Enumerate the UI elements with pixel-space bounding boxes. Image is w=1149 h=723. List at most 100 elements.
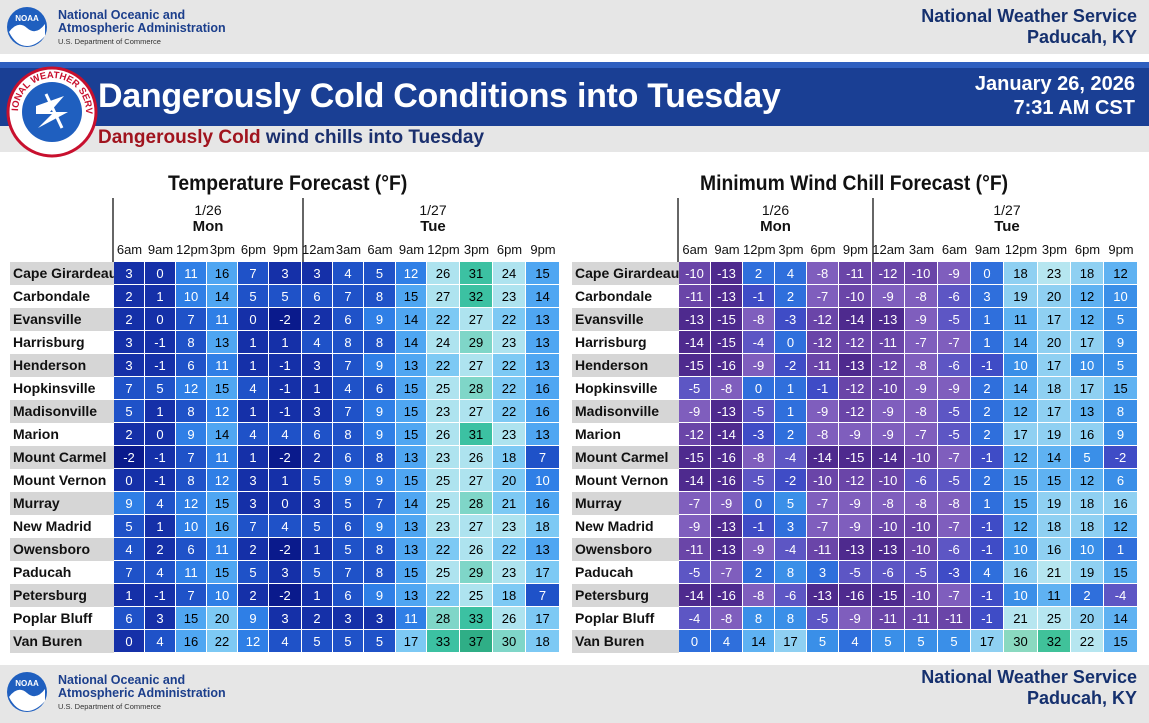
table-row: New Madrid -9 -13 -1 3 -7 -9 -10 -10 -7 -1 12 18 18 12 xyxy=(572,515,1138,538)
wc-value-cell: 5 xyxy=(938,630,971,653)
temp-value-cell: 11 xyxy=(176,561,207,584)
temp-value-cell: 0 xyxy=(145,308,176,331)
wc-value-cell: -7 xyxy=(807,492,839,515)
noaa-line1: National Oceanic and xyxy=(58,8,186,22)
temp-value-cell: 1 xyxy=(238,331,269,354)
city-name: Cape Girardeau xyxy=(10,262,114,285)
wc-value-cell: 13 xyxy=(1071,400,1104,423)
temp-value-cell: 12 xyxy=(176,492,207,515)
table-row: Owensboro 4 2 6 11 2 -2 1 5 8 13 22 26 22 13 xyxy=(10,538,560,561)
wc-value-cell: -8 xyxy=(711,377,743,400)
temp-value-cell: 23 xyxy=(427,515,460,538)
temp-value-cell: 4 xyxy=(269,423,302,446)
temp-value-cell: 0 xyxy=(114,630,145,653)
wc-value-cell: -15 xyxy=(679,446,711,469)
city-name: Henderson xyxy=(572,354,679,377)
wc-value-cell: -15 xyxy=(711,331,743,354)
wc-value-cell: -7 xyxy=(905,423,938,446)
wc-value-cell: -6 xyxy=(775,584,807,607)
temp-value-cell: 9 xyxy=(364,515,396,538)
wc-value-cell: -2 xyxy=(775,354,807,377)
temp-value-cell: 21 xyxy=(493,492,526,515)
temp-value-cell: 26 xyxy=(460,538,493,561)
temp-value-cell: 11 xyxy=(207,354,238,377)
wc-value-cell: -11 xyxy=(905,607,938,630)
nws-office-line1: National Weather Service xyxy=(921,6,1137,26)
temp-value-cell: 11 xyxy=(396,607,427,630)
wc-value-cell: 15 xyxy=(1038,469,1071,492)
temp-hour-13: 9pm xyxy=(530,242,556,257)
temp-value-cell: 14 xyxy=(526,285,560,308)
wc-value-cell: 20 xyxy=(1038,285,1071,308)
temp-value-cell: 4 xyxy=(269,630,302,653)
temp-value-cell: 11 xyxy=(207,446,238,469)
table-row: Hopkinsville 7 5 12 15 4 -1 1 4 6 15 25 28 22 16 xyxy=(10,377,560,400)
issue-time: 7:31 AM CST xyxy=(1013,97,1135,119)
temp-value-cell: 13 xyxy=(526,423,560,446)
city-name: Cape Girardeau xyxy=(572,262,679,285)
temp-value-cell: 5 xyxy=(302,630,333,653)
wc-value-cell: 0 xyxy=(775,331,807,354)
wc-value-cell: 1 xyxy=(971,308,1004,331)
wc-value-cell: -5 xyxy=(839,561,872,584)
wc-value-cell: 17 xyxy=(1004,423,1038,446)
wc-value-cell: -12 xyxy=(839,377,872,400)
wc-hour-5: 9pm xyxy=(842,242,869,257)
temp-value-cell: 13 xyxy=(396,354,427,377)
wc-value-cell: -10 xyxy=(872,377,905,400)
wc-value-cell: -14 xyxy=(807,446,839,469)
wc-value-cell: -7 xyxy=(679,492,711,515)
table-row: Carbondale -11 -13 -1 2 -7 -10 -9 -8 -6 3 19 20 12 10 xyxy=(572,285,1138,308)
temp-value-cell: 20 xyxy=(493,469,526,492)
wc-value-cell: 10 xyxy=(1071,538,1104,561)
wc-value-cell: -10 xyxy=(807,469,839,492)
wc-value-cell: -10 xyxy=(905,515,938,538)
temp-value-cell: 0 xyxy=(145,262,176,285)
temp-value-cell: 16 xyxy=(176,630,207,653)
temp-value-cell: 4 xyxy=(238,423,269,446)
wc-value-cell: -13 xyxy=(711,538,743,561)
table-row: Marion 2 0 9 14 4 4 6 8 9 15 26 31 23 13 xyxy=(10,423,560,446)
city-name: Mount Vernon xyxy=(572,469,679,492)
wc-value-cell: -6 xyxy=(905,469,938,492)
temp-value-cell: 3 xyxy=(238,469,269,492)
temp-value-cell: 13 xyxy=(396,584,427,607)
temp-value-cell: 3 xyxy=(114,262,145,285)
temp-value-cell: 8 xyxy=(176,469,207,492)
city-name: Evansville xyxy=(10,308,114,331)
temp-value-cell: -2 xyxy=(269,308,302,331)
temp-value-cell: 9 xyxy=(114,492,145,515)
temp-value-cell: 1 xyxy=(302,377,333,400)
city-name: Harrisburg xyxy=(572,331,679,354)
wc-value-cell: -13 xyxy=(711,262,743,285)
temp-value-cell: 9 xyxy=(364,354,396,377)
temp-value-cell: 5 xyxy=(333,538,364,561)
wc-hour-11: 3pm xyxy=(1041,242,1068,257)
table-row: Van Buren 0 4 16 22 12 4 5 5 5 17 33 37 30 18 xyxy=(10,630,560,653)
wc-value-cell: 17 xyxy=(775,630,807,653)
issue-datetime: January 26, 2026 7:31 AM CST xyxy=(975,72,1135,120)
temp-value-cell: 7 xyxy=(176,584,207,607)
temp-value-cell: 23 xyxy=(427,446,460,469)
wc-value-cell: -8 xyxy=(807,423,839,446)
temp-value-cell: 25 xyxy=(427,469,460,492)
temp-value-cell: 13 xyxy=(207,331,238,354)
wc-value-cell: -16 xyxy=(711,469,743,492)
table-row: Murray -7 -9 0 5 -7 -9 -8 -8 -8 1 15 19 18 16 xyxy=(572,492,1138,515)
temp-value-cell: 13 xyxy=(396,446,427,469)
temp-value-cell: 4 xyxy=(145,561,176,584)
temp-value-cell: 5 xyxy=(114,515,145,538)
table-row: Owensboro -11 -13 -9 -4 -11 -13 -13 -10 -6 -1 10 16 1… xyxy=(572,538,1138,561)
wc-value-cell: 8 xyxy=(743,607,775,630)
table-row: Madisonville -9 -13 -5 1 -9 -12 -9 -8 -5 2 12 17 13 8 xyxy=(572,400,1138,423)
wc-value-cell: -12 xyxy=(872,354,905,377)
temp-value-cell: 8 xyxy=(333,423,364,446)
noaa-footer-line1: National Oceanic and xyxy=(58,673,186,687)
temp-value-cell: 3 xyxy=(302,400,333,423)
city-name: Madisonville xyxy=(10,400,114,423)
temp-tue-name: Tue xyxy=(420,218,446,235)
temp-value-cell: 16 xyxy=(207,262,238,285)
temp-value-cell: 30 xyxy=(493,630,526,653)
wc-value-cell: -6 xyxy=(938,285,971,308)
temp-value-cell: 18 xyxy=(493,446,526,469)
